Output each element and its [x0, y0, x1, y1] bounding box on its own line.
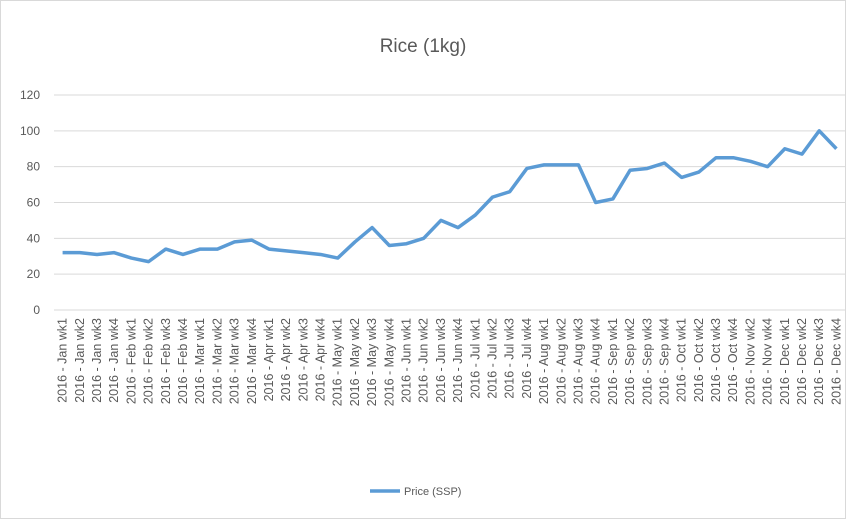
x-tick-label: 2016 - Oct wk4 [726, 318, 740, 402]
x-tick-label: 2016 - Jun wk4 [451, 318, 465, 403]
x-tick-label: 2016 - Aug wk3 [571, 318, 585, 404]
x-tick-label: 2016 - Mar wk4 [245, 318, 259, 404]
x-tick-label: 2016 - Apr wk4 [314, 318, 328, 401]
x-tick-label: 2016 - Jan wk4 [107, 318, 121, 403]
x-tick-label: 2016 - Jan wk1 [56, 318, 70, 403]
x-tick-label: 2016 - May wk1 [331, 318, 345, 406]
x-tick-label: 2016 - Apr wk2 [279, 318, 293, 401]
x-tick-label: 2016 - May wk4 [382, 318, 396, 406]
x-tick-label: 2016 - Jan wk3 [90, 318, 104, 403]
x-tick-label: 2016 - Jul wk4 [520, 318, 534, 399]
x-tick-label: 2016 - Mar wk2 [210, 318, 224, 404]
x-tick-label: 2016 - May wk3 [365, 318, 379, 406]
x-tick-label: 2016 - Dec wk1 [778, 318, 792, 405]
y-tick-label: 100 [20, 124, 40, 138]
x-tick-label: 2016 - Jul wk3 [503, 318, 517, 399]
x-tick-label: 2016 - Dec wk4 [829, 318, 843, 405]
line-series [62, 129, 838, 264]
x-tick-label: 2016 - Apr wk3 [296, 318, 310, 401]
x-tick-label: 2016 - Oct wk2 [692, 318, 706, 402]
x-tick-label: 2016 - Sep wk3 [640, 318, 654, 405]
x-tick-label: 2016 - Nov wk4 [761, 318, 775, 405]
y-tick-label: 120 [20, 88, 40, 102]
chart-title: Rice (1kg) [380, 36, 467, 57]
x-tick-label: 2016 - Feb wk3 [159, 318, 173, 404]
x-tick-label: 2016 - Dec wk3 [812, 318, 826, 405]
x-tick-label: 2016 - Aug wk4 [589, 318, 603, 404]
y-tick-label: 60 [27, 196, 41, 210]
x-tick-label: 2016 - Jun wk2 [417, 318, 431, 403]
x-tick-label: 2016 - Oct wk1 [675, 318, 689, 402]
x-tick-label: 2016 - Feb wk2 [142, 318, 156, 404]
y-tick-label: 40 [27, 231, 41, 245]
x-tick-label: 2016 - Sep wk4 [657, 318, 671, 405]
x-tick-label: 2016 - Mar wk1 [193, 318, 207, 404]
x-tick-label: 2016 - Aug wk1 [537, 318, 551, 404]
x-tick-label: 2016 - Dec wk2 [795, 318, 809, 405]
x-tick-label: 2016 - Nov wk2 [743, 318, 757, 405]
x-tick-label: 2016 - Oct wk3 [709, 318, 723, 402]
x-tick-label: 2016 - Feb wk4 [176, 318, 190, 404]
x-tick-label: 2016 - Mar wk3 [228, 318, 242, 404]
y-tick-label: 80 [27, 160, 41, 174]
x-tick-label: 2016 - Apr wk1 [262, 318, 276, 401]
legend-label: Price (SSP) [404, 486, 461, 498]
x-tick-label: 2016 - Jun wk1 [400, 318, 414, 403]
y-tick-label: 0 [33, 303, 40, 317]
x-tick-label: 2016 - Feb wk1 [124, 318, 138, 404]
x-tick-label: 2016 - Sep wk2 [623, 318, 637, 405]
x-tick-label: 2016 - Aug wk2 [554, 318, 568, 404]
x-tick-label: 2016 - Jan wk2 [73, 318, 87, 403]
x-tick-label: 2016 - Jul wk1 [468, 318, 482, 399]
x-tick-label: 2016 - Jul wk2 [485, 318, 499, 399]
x-tick-label: 2016 - Jun wk3 [434, 318, 448, 403]
x-tick-label: 2016 - Sep wk1 [606, 318, 620, 405]
y-tick-label: 20 [27, 267, 41, 281]
x-tick-label: 2016 - May wk2 [348, 318, 362, 406]
